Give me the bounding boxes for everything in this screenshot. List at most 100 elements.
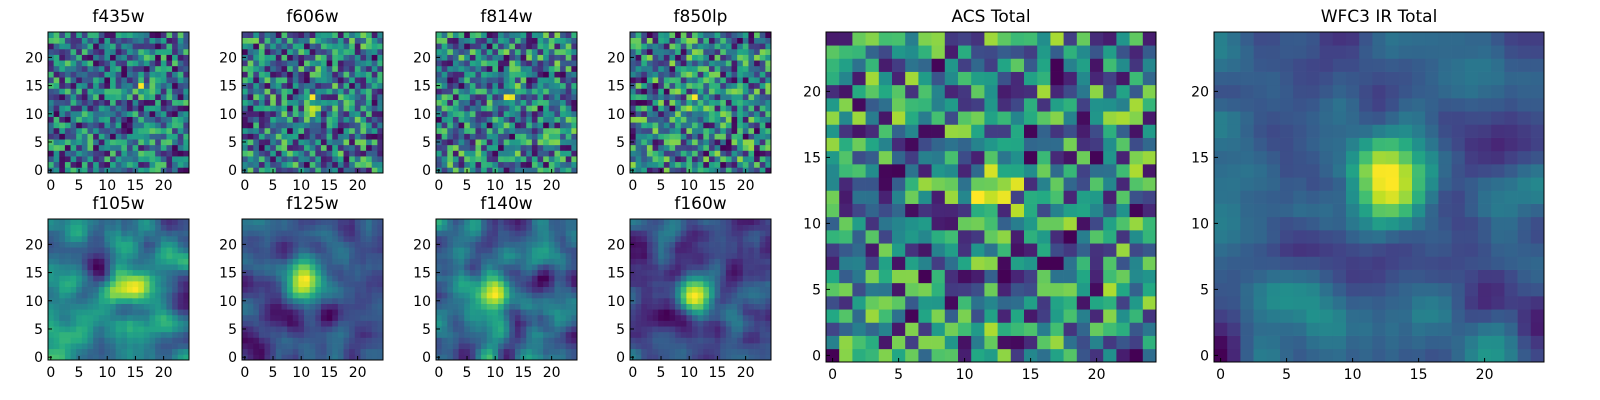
heatmap-cell — [138, 116, 145, 123]
heatmap-cell — [514, 264, 521, 271]
panel-title: f140w — [480, 194, 533, 214]
heatmap-cell — [81, 348, 88, 355]
heatmap-cell — [641, 354, 648, 361]
heatmap-cell — [343, 230, 350, 237]
heatmap-cell — [475, 94, 482, 101]
heatmap-cell — [469, 269, 476, 276]
heatmap-cell — [166, 156, 173, 163]
heatmap-cell — [104, 105, 111, 112]
heatmap-cell — [714, 275, 721, 282]
heatmap-cell — [458, 343, 465, 350]
heatmap-cell — [371, 331, 378, 338]
heatmap-cell — [503, 99, 510, 106]
heatmap-cell — [98, 37, 105, 44]
heatmap-cell — [172, 314, 179, 321]
heatmap-cell — [59, 37, 66, 44]
heatmap-cell — [635, 99, 642, 106]
heatmap-cell — [172, 99, 179, 106]
heatmap-cell — [149, 252, 156, 259]
heatmap-cell — [337, 348, 344, 355]
heatmap-cell — [663, 144, 670, 151]
heatmap-cell — [447, 77, 454, 84]
heatmap-cell — [720, 60, 727, 67]
heatmap-cell — [565, 37, 572, 44]
heatmap-cell — [543, 326, 550, 333]
heatmap-cell — [531, 71, 538, 78]
heatmap-cell — [349, 286, 356, 293]
heatmap-cell — [253, 77, 260, 84]
heatmap-cell — [714, 314, 721, 321]
heatmap-cell — [59, 241, 66, 248]
heatmap-cell — [481, 286, 488, 293]
heatmap-cell — [115, 337, 122, 344]
heatmap-cell — [270, 343, 277, 350]
x-tick-label: 0 — [434, 365, 443, 381]
heatmap-cell — [247, 219, 254, 225]
heatmap-cell — [469, 77, 476, 84]
heatmap-cell — [560, 71, 567, 78]
heatmap-cell — [543, 241, 550, 248]
heatmap-cell — [452, 326, 459, 333]
heatmap-cell — [149, 230, 156, 237]
heatmap-cell — [452, 343, 459, 350]
heatmap-cell — [53, 133, 60, 140]
heatmap-cell — [708, 88, 715, 95]
heatmap-cell — [332, 314, 339, 321]
heatmap-cell — [281, 156, 288, 163]
heatmap-cell — [371, 337, 378, 344]
heatmap-cell — [132, 133, 139, 140]
heatmap-cell — [126, 65, 133, 72]
heatmap-cell — [115, 116, 122, 123]
heatmap-cell — [287, 354, 294, 361]
heatmap-cell — [98, 219, 105, 225]
panel-title: f850lp — [673, 7, 728, 27]
heatmap-cell — [543, 230, 550, 237]
heatmap-cell — [441, 150, 448, 157]
heatmap-cell — [126, 122, 133, 129]
heatmap-cell — [166, 275, 173, 282]
heatmap-cell — [298, 99, 305, 106]
heatmap-cell — [686, 292, 693, 299]
heatmap-cell — [258, 303, 265, 310]
heatmap-cell — [320, 116, 327, 123]
heatmap-cell — [452, 88, 459, 95]
heatmap-cell — [543, 343, 550, 350]
heatmap-cell — [548, 303, 555, 310]
heatmap-cell — [481, 122, 488, 129]
heatmap-cell — [509, 94, 516, 101]
heatmap-cell — [138, 241, 145, 248]
heatmap-cell — [737, 43, 744, 50]
heatmap-cell — [630, 150, 636, 157]
heatmap-cell — [630, 156, 636, 163]
heatmap-cell — [737, 281, 744, 288]
heatmap-cell — [104, 60, 111, 67]
heatmap-cell — [132, 32, 139, 38]
heatmap-cell — [537, 37, 544, 44]
heatmap-cell — [571, 343, 578, 350]
heatmap-cell — [326, 77, 333, 84]
heatmap-cell — [138, 48, 145, 55]
heatmap-cell — [737, 99, 744, 106]
heatmap-cell — [475, 269, 482, 276]
heatmap-cell — [315, 156, 322, 163]
heatmap-cell — [155, 105, 162, 112]
x-tick-label: 10 — [680, 178, 698, 194]
heatmap-cell — [692, 303, 699, 310]
heatmap-cell — [646, 94, 653, 101]
heatmap-cell — [172, 297, 179, 304]
heatmap-cell — [143, 309, 150, 316]
heatmap-cell — [641, 326, 648, 333]
heatmap-cell — [64, 99, 71, 106]
heatmap-cell — [138, 235, 145, 242]
heatmap-cell — [663, 281, 670, 288]
heatmap-cell — [172, 65, 179, 72]
heatmap-cell — [447, 348, 454, 355]
heatmap-cell — [281, 32, 288, 38]
heatmap-cell — [270, 161, 277, 168]
heatmap-cell — [337, 105, 344, 112]
heatmap-cell — [754, 71, 761, 78]
heatmap-cell — [115, 269, 122, 276]
heatmap-cell — [503, 60, 510, 67]
heatmap-cell — [149, 77, 156, 84]
heatmap-cell — [725, 297, 732, 304]
